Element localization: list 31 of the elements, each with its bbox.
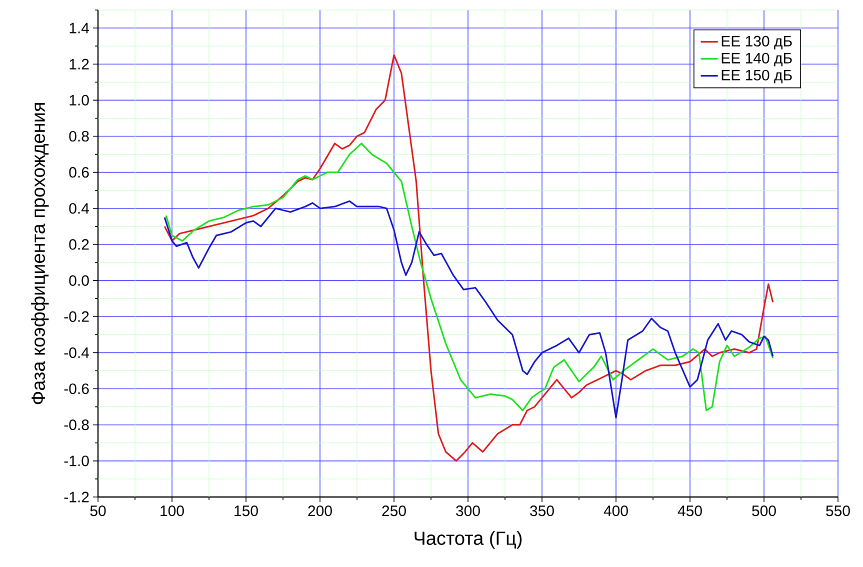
y-tick-label: 0.0 bbox=[69, 275, 89, 286]
x-tick-label: 150 bbox=[234, 506, 258, 516]
y-tick-label: 0.4 bbox=[69, 203, 90, 214]
y-tick-label: -1.2 bbox=[64, 492, 89, 502]
y-tick-label: -1.0 bbox=[64, 456, 89, 466]
y-tick-label: -0.2 bbox=[64, 311, 89, 322]
legend-label: EE 150 дБ bbox=[722, 70, 792, 84]
y-tick-label: 1.2 bbox=[70, 58, 89, 70]
legend-label: EE 140 дБ bbox=[722, 52, 792, 66]
y-tick-label: -0.8 bbox=[64, 420, 89, 430]
y-tick-label: -0.6 bbox=[64, 383, 89, 394]
y-tick-label: 0.2 bbox=[69, 239, 89, 250]
line-series bbox=[164, 200, 774, 418]
x-axis-title: Частота (Гц) bbox=[414, 531, 522, 549]
x-tick-label: 200 bbox=[308, 506, 332, 516]
x-tick-label: 300 bbox=[456, 506, 480, 516]
x-tick-label: 450 bbox=[678, 506, 702, 516]
y-tick-label: -0.4 bbox=[64, 347, 90, 358]
x-tick-label: 250 bbox=[382, 506, 406, 516]
x-tick-label: 500 bbox=[752, 506, 776, 516]
x-tick-label: 350 bbox=[530, 506, 554, 516]
y-tick-label: 1.4 bbox=[70, 22, 90, 34]
legend-label: EE 130 дБ bbox=[722, 36, 792, 50]
y-tick-label: 1.0 bbox=[70, 94, 89, 106]
x-tick-label: 50 bbox=[90, 506, 106, 516]
x-tick-label: 550 bbox=[826, 506, 850, 516]
y-tick-label: 0.8 bbox=[69, 130, 89, 142]
y-tick-label: 0.6 bbox=[69, 167, 89, 178]
x-tick-label: 400 bbox=[604, 506, 628, 516]
y-axis-title: Фаза коэффициента прохождения bbox=[31, 103, 49, 404]
x-tick-label: 100 bbox=[160, 506, 184, 516]
